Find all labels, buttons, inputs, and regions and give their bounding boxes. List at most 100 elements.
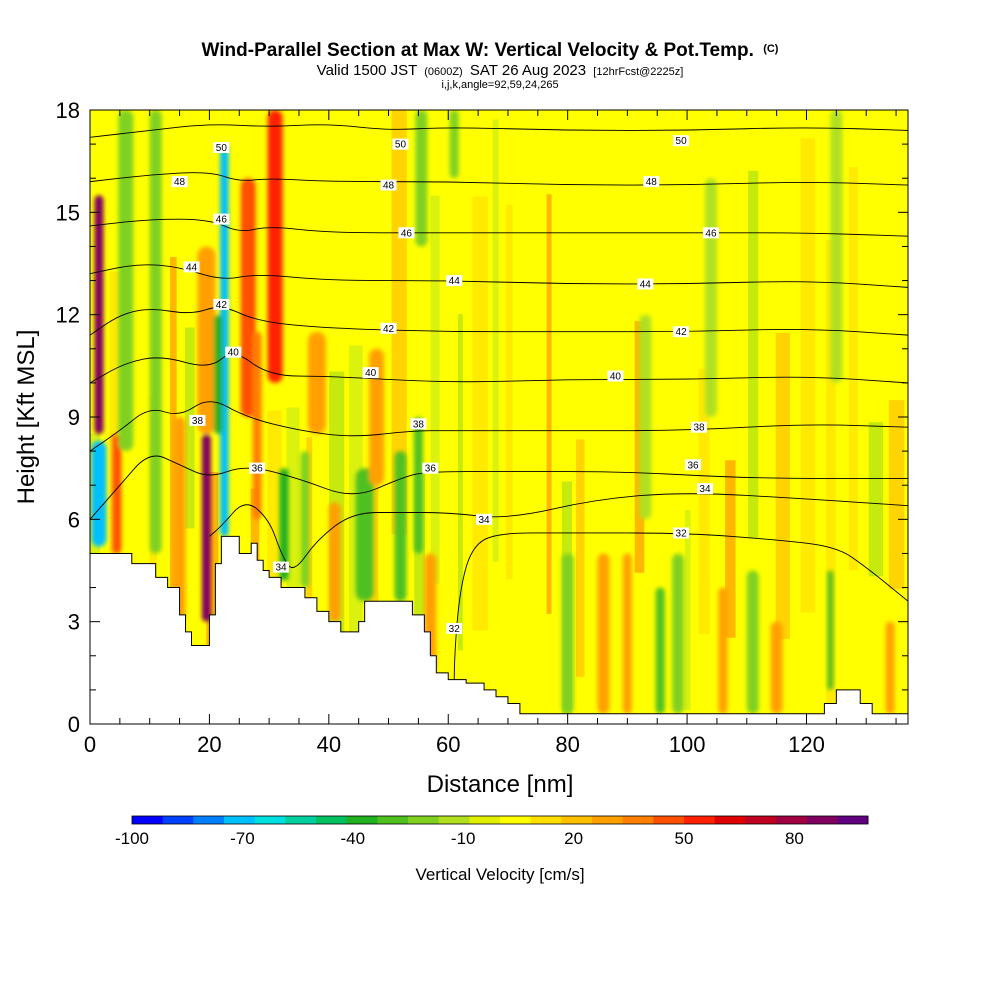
y-axis-label: Height [Kft MSL] (13, 330, 40, 505)
colorbar-swatch (193, 816, 225, 824)
isentrope-label: 46 (213, 213, 230, 226)
subtitle-date: SAT 26 Aug 2023 (470, 62, 586, 79)
colorbar-swatch (254, 816, 286, 824)
colorbar-swatch (592, 816, 624, 824)
isentrope-label-text: 42 (676, 327, 688, 338)
isentrope-label: 38 (691, 421, 708, 434)
isentrope-label-text: 48 (383, 181, 395, 192)
background-band (430, 195, 440, 584)
isentrope-label-layer: 50 50 50 48 48 48 46 46 46 44 44 44 42 42 42 40 40 40 38 38… (171, 135, 719, 635)
isentrope-label: 38 (410, 418, 427, 430)
isentrope-label-text: 38 (413, 419, 425, 430)
colorbar-swatch (837, 816, 869, 824)
isentrope-label-text: 50 (216, 143, 228, 154)
isentrope-label: 36 (249, 462, 266, 475)
isentrope-line (90, 218, 908, 237)
velocity-plume (267, 110, 283, 383)
isentrope-label: 32 (446, 622, 463, 635)
isentrope-label: 40 (362, 367, 379, 379)
velocity-plume (355, 468, 374, 602)
colorbar-label: Vertical Velocity [cm/s] (415, 865, 584, 884)
colorbar-tick-label: -100 (115, 829, 149, 848)
isentrope-label-text: 50 (676, 136, 688, 147)
isentrope-label-bg (225, 346, 242, 358)
colorbar-swatch (316, 816, 348, 824)
x-tick-label: 120 (788, 732, 825, 757)
isentrope-label-bg (476, 513, 493, 525)
background-band (506, 204, 513, 580)
isentrope-label-bg (691, 421, 708, 433)
isentrope-label-bg (637, 278, 654, 290)
isentrope-label: 44 (637, 278, 654, 290)
velocity-plume (173, 417, 186, 622)
colorbar-swatch (377, 816, 409, 824)
velocity-plume (622, 553, 632, 714)
colorbar-tick-label: 20 (564, 829, 583, 848)
velocity-plume (328, 502, 341, 622)
colorbar-swatch (132, 816, 164, 824)
terrain-fill (90, 535, 908, 724)
isentrope-line (209, 493, 908, 568)
colorbar-swatch (653, 816, 685, 824)
isentrope-label-text: 36 (252, 464, 264, 475)
background-band (888, 400, 905, 590)
isentrope-label-text: 42 (216, 300, 228, 311)
velocity-plume (655, 587, 665, 714)
isentrope-label: 38 (189, 414, 206, 427)
background-band (457, 314, 463, 651)
isentrope-label: 40 (607, 370, 624, 383)
y-tick-label: 3 (68, 610, 80, 635)
background-band (610, 348, 617, 627)
isentrope-label-text: 46 (705, 228, 717, 239)
colorbar-swatch (346, 816, 378, 824)
isentrope-label-bg (392, 138, 409, 150)
colorbar-swatch (714, 816, 746, 824)
background-band (904, 372, 908, 616)
isentrope-label: 34 (696, 483, 713, 495)
isentrope-label-bg (673, 527, 690, 539)
velocity-plume (639, 314, 652, 520)
velocity-plume (672, 553, 685, 714)
colorbar: -100 -70 -40 -10 20 50 80 (115, 815, 869, 848)
isentrope-line (90, 172, 908, 186)
colorbar-swatch (530, 816, 562, 824)
isentrope-label: 48 (171, 176, 188, 188)
isentrope-label: 42 (673, 326, 690, 338)
isentrope-label-bg (702, 227, 719, 239)
chart-subtitle: Valid 1500 JST (0600Z) SAT 26 Aug 2023 [… (317, 62, 684, 79)
background-band (725, 460, 736, 638)
x-tick-label: 80 (555, 732, 579, 757)
isentrope-label-text: 38 (192, 416, 204, 427)
x-tick-label: 20 (197, 732, 221, 757)
isentrope-label: 34 (476, 513, 493, 526)
background-band (492, 119, 499, 562)
colorbar-swatch (622, 816, 654, 824)
subtitle-utc: (0600Z) (424, 66, 463, 78)
title-copyright-mark: (C) (763, 43, 779, 55)
isentrope-label-bg (696, 483, 713, 495)
x-tick-label: 0 (84, 732, 96, 757)
background-band (575, 439, 585, 677)
velocity-plume (718, 587, 728, 714)
background-band (826, 240, 836, 709)
isentrope-label-bg (673, 326, 690, 338)
colorbar-swatch (745, 816, 777, 824)
isentrope-label-text: 40 (365, 368, 377, 379)
isentrope-label-bg (249, 462, 266, 474)
isentrope-label: 36 (685, 459, 702, 471)
velocity-plume (220, 144, 229, 537)
background-band (848, 167, 858, 571)
chart-title: Wind-Parallel Section at Max W: Vertical… (202, 40, 779, 61)
colorbar-tick-label: -10 (451, 829, 476, 848)
colorbar-frame (131, 815, 869, 825)
colorbar-swatch (561, 816, 593, 824)
colorbar-tick-label: -70 (230, 829, 255, 848)
background-band (684, 510, 691, 711)
isentrope-line (90, 264, 908, 288)
isentrope-label-text: 32 (676, 528, 688, 539)
isentrope-label-text: 40 (610, 372, 622, 383)
background-band (868, 422, 883, 577)
background-band (775, 332, 790, 639)
isentrope-label-bg (171, 176, 188, 188)
